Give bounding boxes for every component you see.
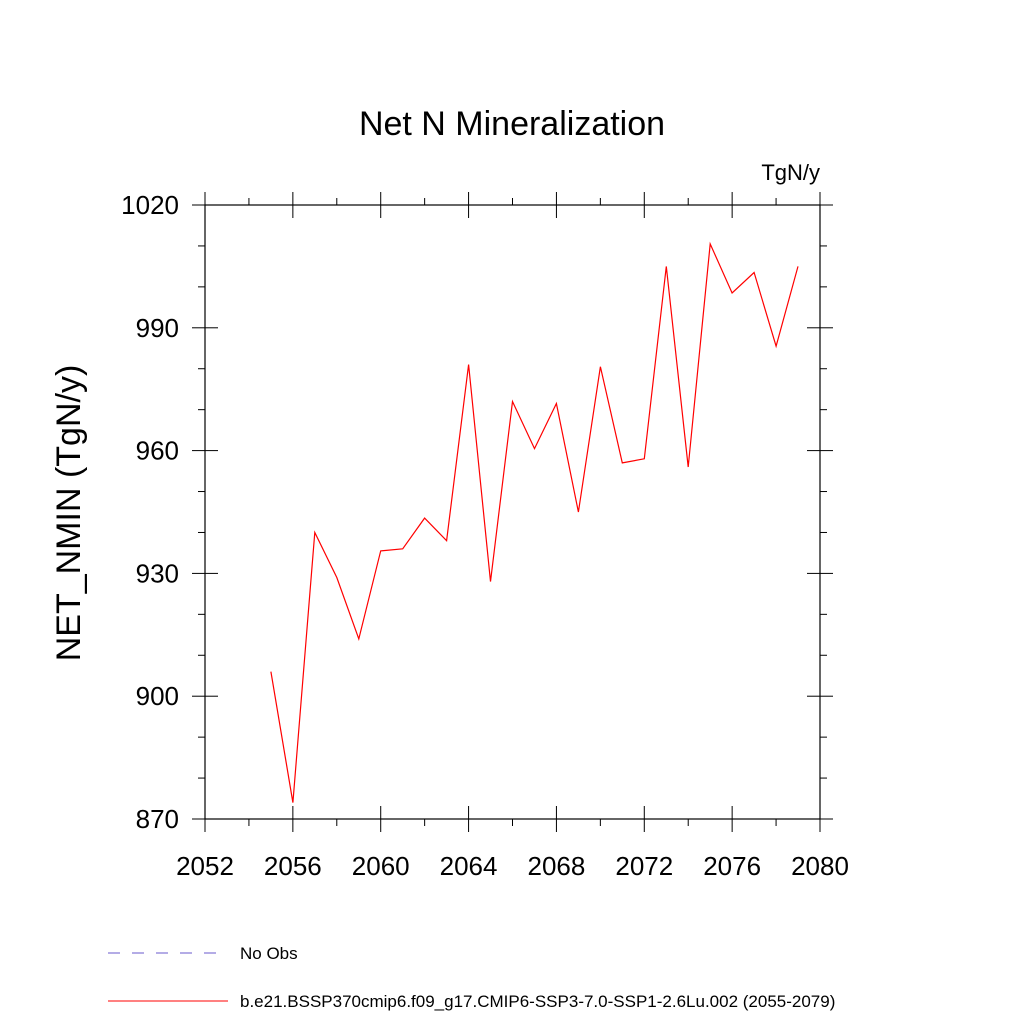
x-tick-label: 2064 [440,851,498,881]
chart-title: Net N Mineralization [359,105,665,143]
y-tick-label: 870 [136,804,179,834]
plot-area: 2052 2056 2060 2064 2068 2072 2076 2080 870 900 93… [121,190,849,881]
y-tick-label: 960 [136,436,179,466]
units-label: TgN/y [761,160,820,185]
y-tick-label: 990 [136,313,179,343]
series-line [270,241,799,803]
x-tick-label: 2052 [176,851,234,881]
x-tick-label: 2060 [352,851,410,881]
legend-label: No Obs [240,944,298,963]
x-tick-label: 2076 [703,851,761,881]
y-tick-label: 900 [136,681,179,711]
y-tick-label: 930 [136,558,179,588]
x-tick-label: 2056 [264,851,322,881]
plot-frame [204,204,821,820]
legend: No Obs b.e21.BSSP370cmip6.f09_g17.CMIP6-S… [108,944,835,1011]
legend-label: b.e21.BSSP370cmip6.f09_g17.CMIP6-SSP3-7.… [240,992,835,1011]
y-axis-label: NET_NMIN (TgN/y) [50,365,88,662]
x-tick-label: 2072 [615,851,673,881]
y-tick-label: 1020 [121,190,179,220]
x-tick-label: 2068 [528,851,586,881]
x-tick-label: 2080 [791,851,849,881]
